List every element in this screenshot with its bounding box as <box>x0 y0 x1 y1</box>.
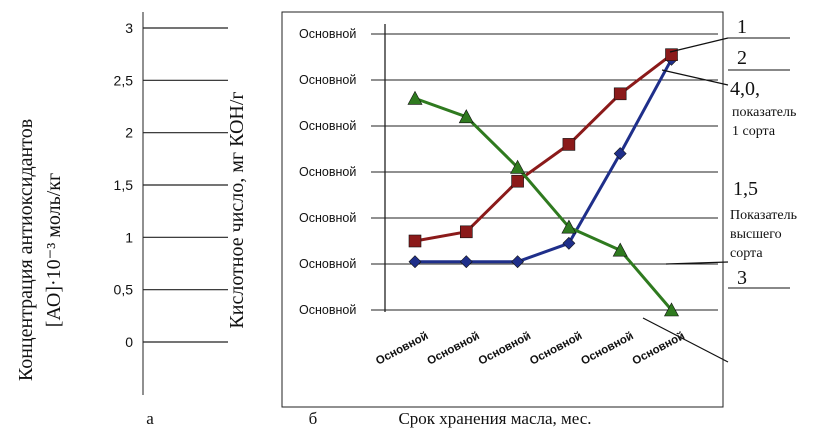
data-point <box>459 225 473 239</box>
left-axis-tick-label: 0,5 <box>114 282 134 298</box>
y-tick-label: Основной <box>299 73 356 87</box>
value-15-desc-line1: Показатель <box>730 208 797 223</box>
callout-1-leader <box>669 37 729 53</box>
grid-lines <box>371 33 718 311</box>
data-point <box>511 255 525 269</box>
data-point <box>613 147 627 161</box>
value-4-desc-line1: показатель <box>732 105 796 120</box>
panel-a-label: а <box>146 409 154 428</box>
y-tick-label: Основной <box>299 257 356 271</box>
data-point <box>511 174 524 188</box>
y-tick-label: Основной <box>299 211 356 225</box>
data-point <box>407 90 423 105</box>
x-tick-label: Основной <box>477 330 533 368</box>
data-point <box>665 48 678 62</box>
panel-b-label: б <box>309 409 318 428</box>
data-point <box>612 242 628 257</box>
x-tick-label: Основной <box>374 330 430 368</box>
series <box>407 48 680 317</box>
left-axis-tick-label: 3 <box>125 20 133 36</box>
data-point <box>408 255 422 269</box>
y-tick-label: Основной <box>299 165 356 179</box>
callout-1: 1 <box>737 16 747 38</box>
left-axis-title-line1: Концентрация антиоксидантов <box>15 119 37 381</box>
left-axis-tick-label: 1,5 <box>114 177 134 193</box>
data-point <box>613 87 627 101</box>
y-tick-label: Основной <box>299 27 356 41</box>
x-tick-label: Основной <box>528 330 584 368</box>
left-axis-tick-label: 2 <box>125 125 133 141</box>
value-15-label: 1,5 <box>733 178 758 200</box>
value-4-label: 4,0, <box>730 78 760 100</box>
value-15-desc-line3: сорта <box>730 246 763 261</box>
callout-3-leader <box>642 317 729 363</box>
series-2 <box>408 48 678 248</box>
data-point <box>459 255 473 269</box>
data-point <box>458 109 474 124</box>
series-1 <box>408 52 678 269</box>
panel-b: Кислотное число, мг КОН/г ОсновнойОсновн… <box>226 11 797 428</box>
value-4-desc-line2: 1 сорта <box>732 124 776 139</box>
left-axis-tick-label: 0 <box>125 334 133 350</box>
x-tick-label: Основной <box>425 330 481 368</box>
data-point <box>562 236 576 250</box>
x-axis-title: Срок хранения масла, мес. <box>398 409 591 428</box>
left-axis-tick-label: 2,5 <box>114 72 134 88</box>
left-axis-ticks: 3 2,5 2 1,5 1 0,5 0 <box>114 20 228 350</box>
data-point <box>663 302 680 317</box>
callout-3: 3 <box>737 267 747 289</box>
data-point <box>408 234 422 248</box>
series-line <box>415 58 673 264</box>
panel-a: Концентрация антиоксидантов [АО]·10⁻³ мо… <box>15 12 228 428</box>
callout-2: 2 <box>737 47 747 69</box>
series-line <box>414 53 673 243</box>
left-axis-title-line2: [АО]·10⁻³ моль/кг <box>43 173 65 327</box>
data-point <box>561 219 577 234</box>
data-point <box>510 159 526 174</box>
y-tick-label: Основной <box>299 303 356 317</box>
val-4-leader <box>661 69 729 86</box>
left-axis-tick-label: 1 <box>125 229 133 245</box>
value-15-desc-line2: высшего <box>730 227 782 242</box>
series-line <box>414 96 673 311</box>
x-tick-labels: ОсновнойОсновнойОсновнойОсновнойОсновной… <box>374 330 687 368</box>
series-3 <box>407 90 680 317</box>
data-point <box>562 138 576 151</box>
val-15-leader <box>665 261 729 265</box>
right-axis-title: Кислотное число, мг КОН/г <box>226 91 248 328</box>
x-tick-label: Основной <box>579 330 635 368</box>
plot-frame <box>281 11 724 408</box>
y-tick-labels: Основной Основной Основной Основной Основной… <box>299 27 356 317</box>
y-tick-label: Основной <box>299 119 356 133</box>
